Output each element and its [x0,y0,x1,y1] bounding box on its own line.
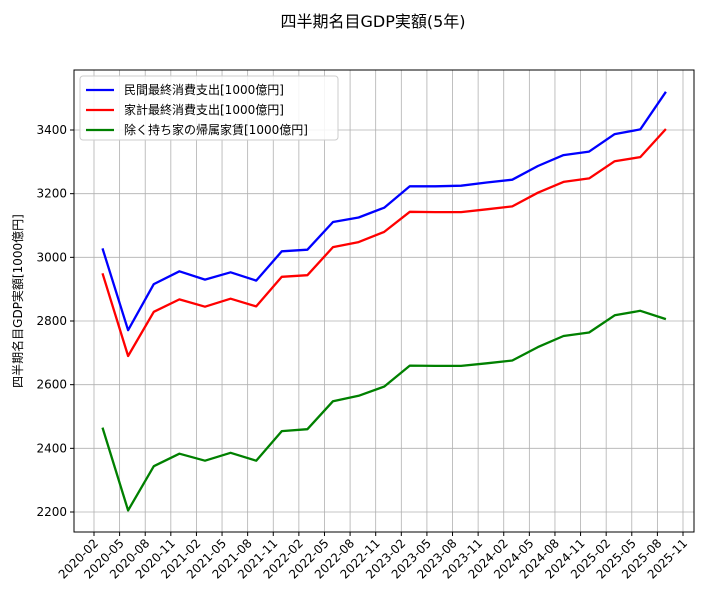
legend: 民間最終消費支出[1000億円] 家計最終消費支出[1000億円] 除く持ち家の… [79,75,339,141]
y-tick-label: 2800 [36,314,67,328]
y-axis: 2200 2400 2600 2800 3000 3200 3400 [36,123,74,519]
legend-item-household-consumption: 家計最終消費支出[1000億円] [86,102,284,117]
legend-item-private-consumption: 民間最終消費支出[1000億円] [86,82,284,97]
grid-lines [74,70,694,532]
y-tick-label: 3400 [36,123,67,137]
legend-label: 除く持ち家の帰属家賃[1000億円] [124,122,308,137]
x-axis: 2020-022020-052020-082020-112021-022021-… [56,532,690,582]
legend-box [79,75,339,141]
chart-title: 四半期名目GDP実額(5年) [280,12,466,31]
y-axis-label: 四半期名目GDP実額[1000億円] [10,214,25,388]
legend-item-excluding-imputed-rent: 除く持ち家の帰属家賃[1000億円] [86,122,308,137]
chart-series [101,91,667,512]
y-tick-label: 2400 [36,441,67,455]
y-tick-label: 2600 [36,378,67,392]
legend-label: 家計最終消費支出[1000億円] [124,102,284,117]
y-tick-label: 2200 [36,505,67,519]
y-tick-label: 3000 [36,250,67,264]
series-line [101,128,667,358]
y-tick-label: 3200 [36,187,67,201]
series-line [101,91,667,332]
plot-frame [73,69,695,533]
series-line [101,309,667,512]
legend-label: 民間最終消費支出[1000億円] [124,82,284,97]
